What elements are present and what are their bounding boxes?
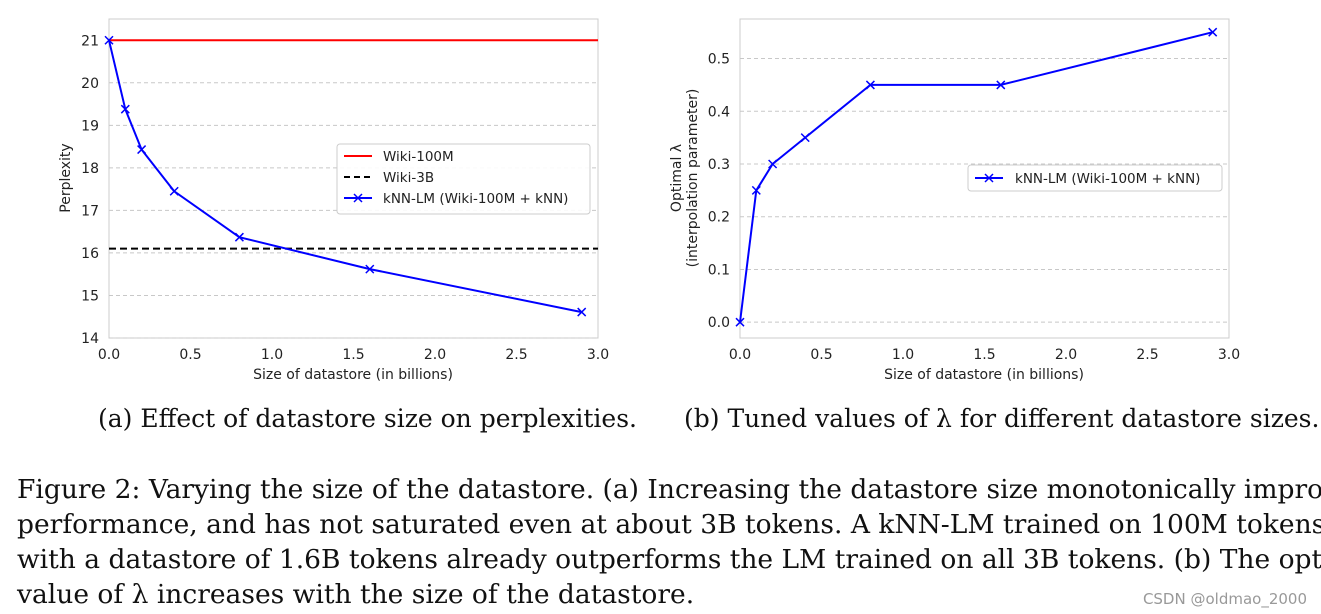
- panel-a-ylabel: Perplexity: [58, 143, 74, 212]
- y-tick-label: 0.5: [708, 52, 730, 68]
- panel-b-ylabel-line1: Optimal λ: [669, 144, 685, 212]
- x-tick-label: 0.5: [810, 347, 832, 363]
- data-point-marker: [1208, 27, 1218, 37]
- data-point-marker: [137, 145, 147, 155]
- x-tick-label: 2.0: [424, 347, 446, 363]
- data-point-marker: [768, 159, 778, 169]
- figure-caption: Figure 2: Varying the size of the datast…: [17, 472, 1321, 612]
- y-tick-label: 17: [81, 203, 99, 219]
- data-point-marker: [365, 264, 375, 274]
- data-point-marker: [577, 307, 587, 317]
- figure-svg: 14 15 16 17 18 19 20 21 0.0 0.5 1.0 1.5 2.0 2.5 3.0 S…: [58, 18, 1240, 383]
- panel-b-series: [735, 27, 1218, 327]
- data-point-marker: [996, 80, 1006, 90]
- x-tick-label: 3.0: [587, 347, 609, 363]
- y-tick-label: 16: [81, 246, 99, 262]
- x-tick-label: 1.5: [342, 347, 364, 363]
- panel-b-legend: kNN-LM (Wiki-100M + kNN): [967, 164, 1223, 192]
- x-tick-label: 1.0: [261, 347, 283, 363]
- legend-label-knn-lm-b: kNN-LM (Wiki-100M + kNN): [1015, 171, 1200, 187]
- data-point-marker: [169, 186, 179, 196]
- panel-b-ylabel-line2: (interpolation parameter): [685, 89, 701, 268]
- data-point-marker: [234, 232, 244, 242]
- panel-a-series: [104, 35, 598, 317]
- panel-b-chart: 0.0 0.1 0.2 0.3 0.4 0.5 0.0 0.5 1.0 1.5 2.0 2.5 3.0…: [669, 18, 1240, 383]
- caption-line-2: performance, and has not saturated even …: [17, 509, 1321, 540]
- legend-marker-knn-lm-b: [984, 173, 994, 183]
- caption-line-3: with a datastore of 1.6B tokens already …: [17, 544, 1321, 575]
- subcaption-b: (b) Tuned values of λ for different data…: [684, 404, 1320, 433]
- panel-b-y-ticks: 0.0 0.1 0.2 0.3 0.4 0.5: [708, 52, 730, 332]
- y-tick-label: 0.0: [708, 315, 730, 331]
- subcaption-a: (a) Effect of datastore size on perplexi…: [98, 404, 637, 433]
- panel-a-x-ticks: 0.0 0.5 1.0 1.5 2.0 2.5 3.0: [98, 347, 609, 363]
- panel-a-xlabel: Size of datastore (in billions): [253, 367, 453, 383]
- panel-a-legend-box: [336, 143, 591, 215]
- x-tick-label: 2.0: [1055, 347, 1077, 363]
- x-tick-label: 1.0: [892, 347, 914, 363]
- y-tick-label: 18: [81, 161, 99, 177]
- y-tick-label: 14: [81, 331, 99, 347]
- y-tick-label: 19: [81, 118, 99, 134]
- data-point-marker: [735, 317, 745, 327]
- caption-line-1: Figure 2: Varying the size of the datast…: [17, 474, 1321, 505]
- data-point-marker: [751, 185, 761, 195]
- x-tick-label: 0.5: [179, 347, 201, 363]
- y-tick-label: 15: [81, 288, 99, 304]
- data-point-marker: [865, 80, 875, 90]
- data-point-marker: [800, 133, 810, 143]
- x-tick-label: 3.0: [1218, 347, 1240, 363]
- data-point-marker: [120, 104, 130, 114]
- panel-a-legend: Wiki-100M Wiki-3B kNN-LM (Wiki-100M + kN…: [336, 143, 591, 215]
- legend-label-wiki-100m: Wiki-100M: [383, 149, 454, 165]
- caption-line-4: value of λ increases with the size of th…: [17, 579, 695, 610]
- x-tick-label: 2.5: [505, 347, 527, 363]
- panel-b-grid: [740, 58, 1229, 323]
- data-point-marker: [104, 35, 114, 45]
- y-tick-label: 20: [81, 76, 99, 92]
- watermark: CSDN @oldmao_2000: [1142, 590, 1307, 608]
- panel-a-chart: 14 15 16 17 18 19 20 21 0.0 0.5 1.0 1.5 2.0 2.5 3.0 S…: [58, 18, 609, 383]
- panel-b-x-ticks: 0.0 0.5 1.0 1.5 2.0 2.5 3.0: [729, 347, 1240, 363]
- panel-a-y-ticks: 14 15 16 17 18 19 20 21: [81, 33, 99, 347]
- panel-b-legend-box: [967, 164, 1223, 192]
- legend-label-wiki-3b: Wiki-3B: [383, 170, 434, 186]
- x-tick-label: 0.0: [98, 347, 120, 363]
- x-tick-label: 2.5: [1136, 347, 1158, 363]
- panel-b-xlabel: Size of datastore (in billions): [884, 367, 1084, 383]
- legend-marker-knn-lm: [353, 193, 363, 203]
- y-tick-label: 0.3: [708, 157, 730, 173]
- x-tick-label: 0.0: [729, 347, 751, 363]
- x-tick-label: 1.5: [973, 347, 995, 363]
- legend-label-knn-lm: kNN-LM (Wiki-100M + kNN): [383, 191, 568, 207]
- y-tick-label: 0.1: [708, 262, 730, 278]
- y-tick-label: 0.2: [708, 210, 730, 226]
- y-tick-label: 0.4: [708, 104, 730, 120]
- y-tick-label: 21: [81, 33, 99, 49]
